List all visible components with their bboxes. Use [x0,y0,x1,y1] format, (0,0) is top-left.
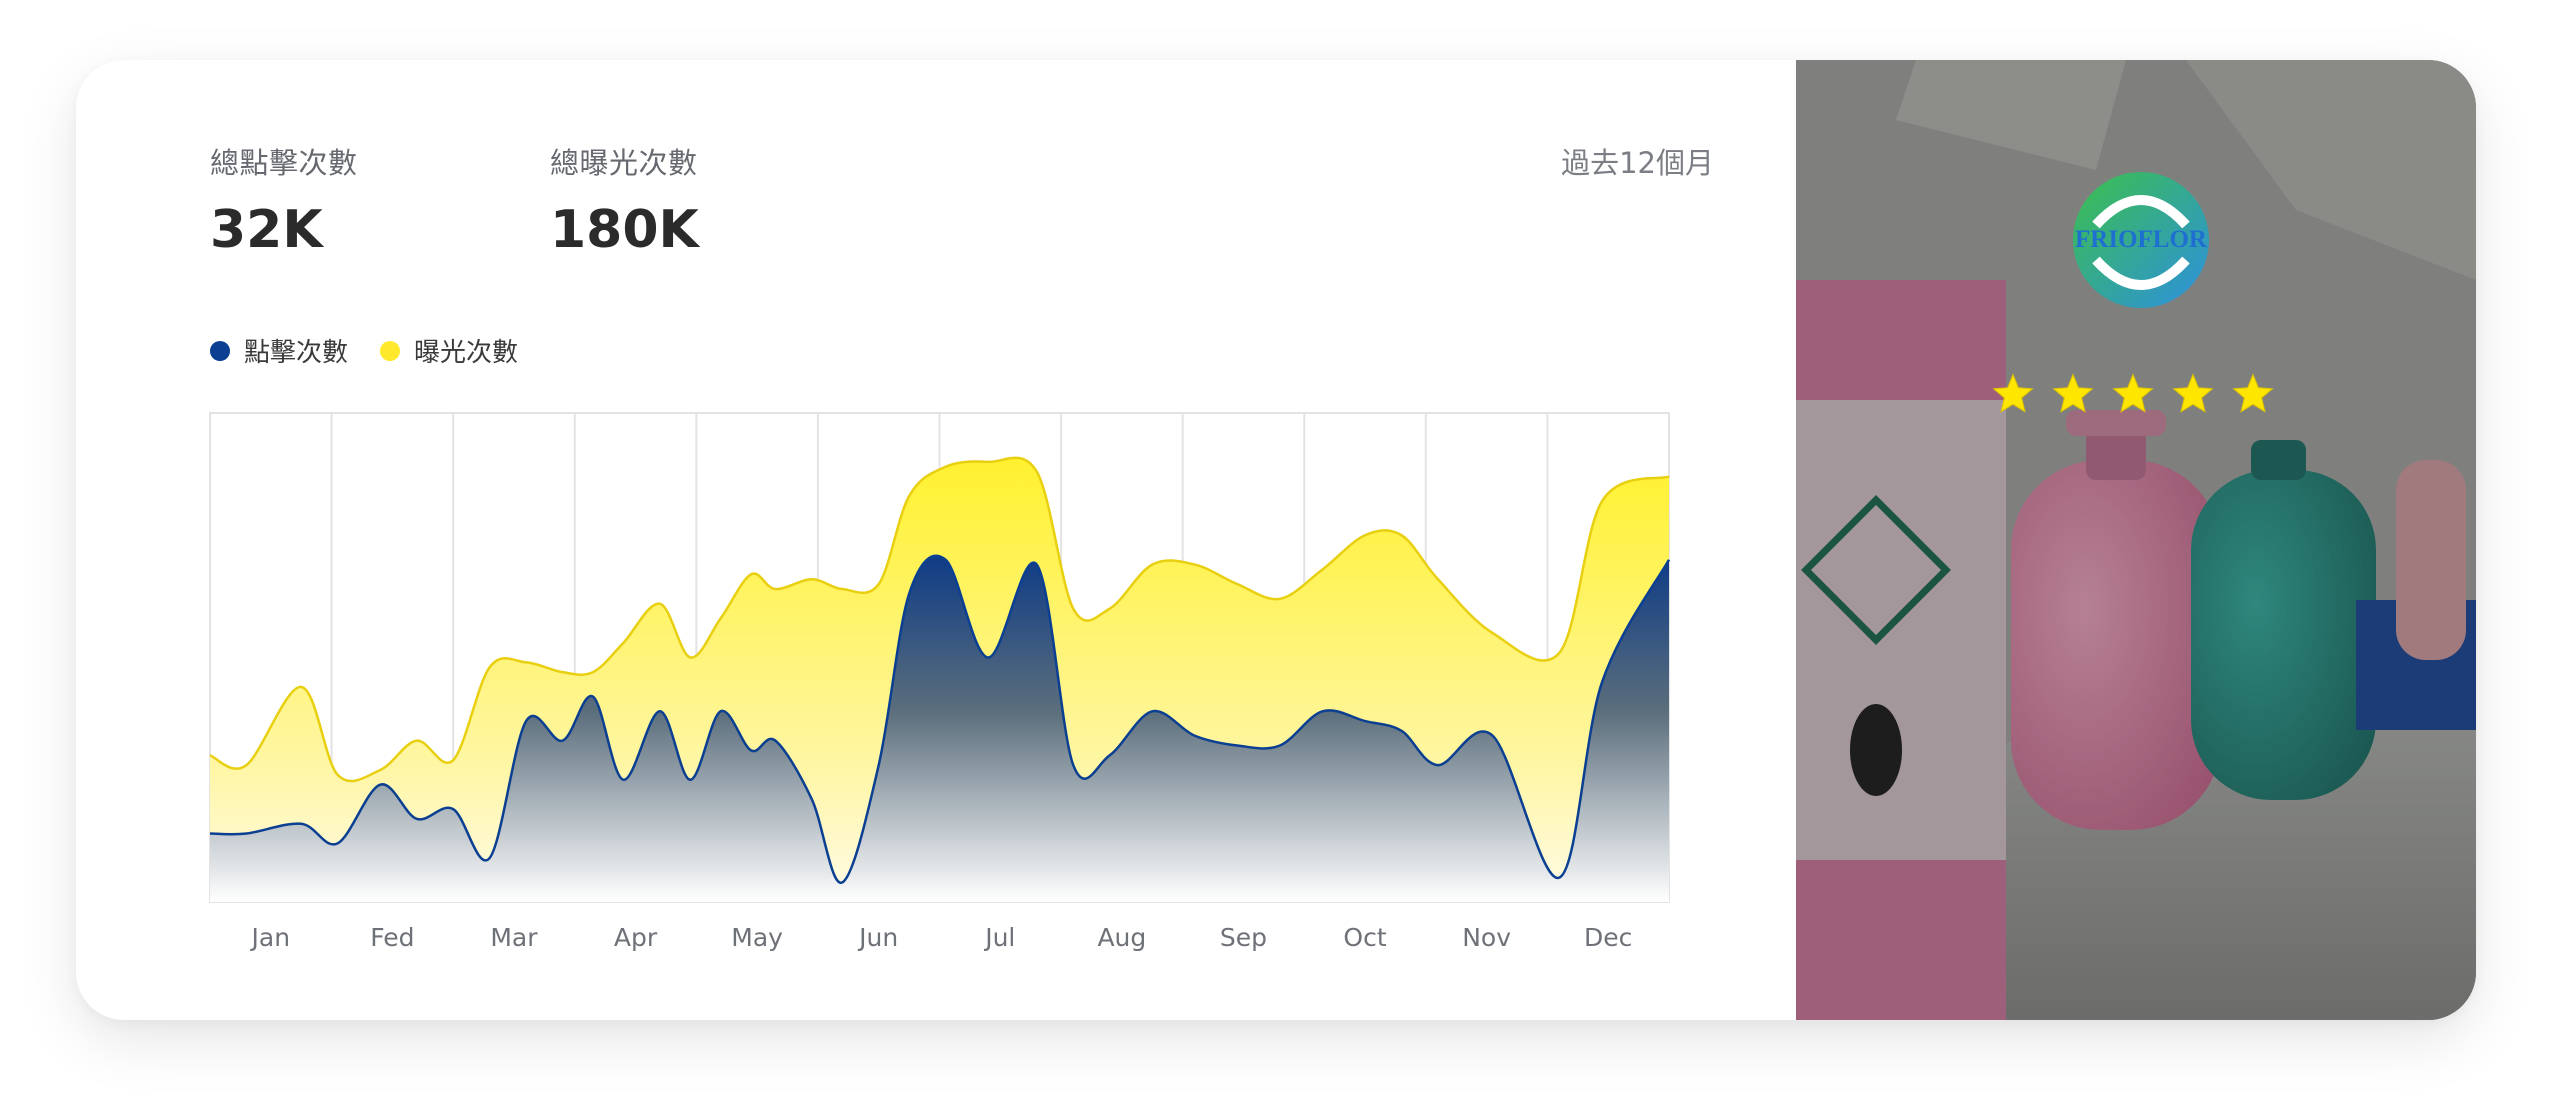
x-tick-label: Mar [490,923,538,952]
analytics-card: 總點擊次數 32K 總曝光次數 180K 過去12個月 點擊次數 曝光次數 [76,60,2476,1020]
star-icon [2052,373,2094,413]
kpi-impressions: 總曝光次數 180K [550,140,699,260]
x-tick-label: Apr [614,923,658,952]
x-tick-label: Nov [1462,923,1511,952]
star-icon [2172,373,2214,413]
area-clicks [210,555,1669,902]
product-photo-panel: FRIOFLOR [1796,60,2476,1020]
x-tick-label: Dec [1584,923,1632,952]
x-tick-label: Aug [1097,923,1146,952]
line-clicks [209,554,1671,884]
star-icon [1992,373,2034,413]
legend-item-impressions[interactable]: 曝光次數 [380,332,518,369]
kpi-clicks: 總點擊次數 32K [210,140,358,260]
star-icon [2232,373,2274,413]
legend-item-clicks[interactable]: 點擊次數 [210,332,348,369]
kpi-clicks-label: 總點擊次數 [210,146,358,180]
legend-dot-impressions [380,340,401,361]
x-axis-labels: Jan Fed Mar Apr May Jun Jul Aug Sep Oct Nov Dec [250,923,1633,952]
x-tick-label: May [731,923,783,952]
x-tick-label: Jun [857,923,898,952]
kpi-impressions-value: 180K [550,200,699,260]
x-tick-label: Oct [1343,923,1386,952]
x-tick-label: Jan [250,923,291,952]
chart-legend: 點擊次數 曝光次數 [210,332,550,369]
frioflor-logo: FRIOFLOR [2073,172,2209,308]
line-impressions [209,456,1670,783]
star-icon [2112,373,2154,413]
x-tick-label: Sep [1220,923,1267,952]
legend-dot-clicks [210,340,230,361]
series-areas [209,456,1671,902]
kpi-impressions-label: 總曝光次數 [550,146,698,180]
legend-label-clicks: 點擊次數 [244,338,349,368]
kpi-clicks-value: 32K [210,200,323,260]
legend-label-impressions: 曝光次數 [414,338,519,368]
period-label[interactable]: 過去12個月 [1561,146,1714,180]
x-tick-label: Fed [370,923,414,952]
x-tick-label: Jul [983,923,1015,952]
area-chart: Jan Fed Mar Apr May Jun Jul Aug Sep Oct Nov Dec [209,412,1671,952]
rating-stars [1991,372,2291,416]
stats-panel: 總點擊次數 32K 總曝光次數 180K 過去12個月 點擊次數 曝光次數 [76,60,1796,1020]
refrigerant-cylinders-photo [1796,60,2476,1020]
svg-text:FRIOFLOR: FRIOFLOR [2075,226,2208,253]
